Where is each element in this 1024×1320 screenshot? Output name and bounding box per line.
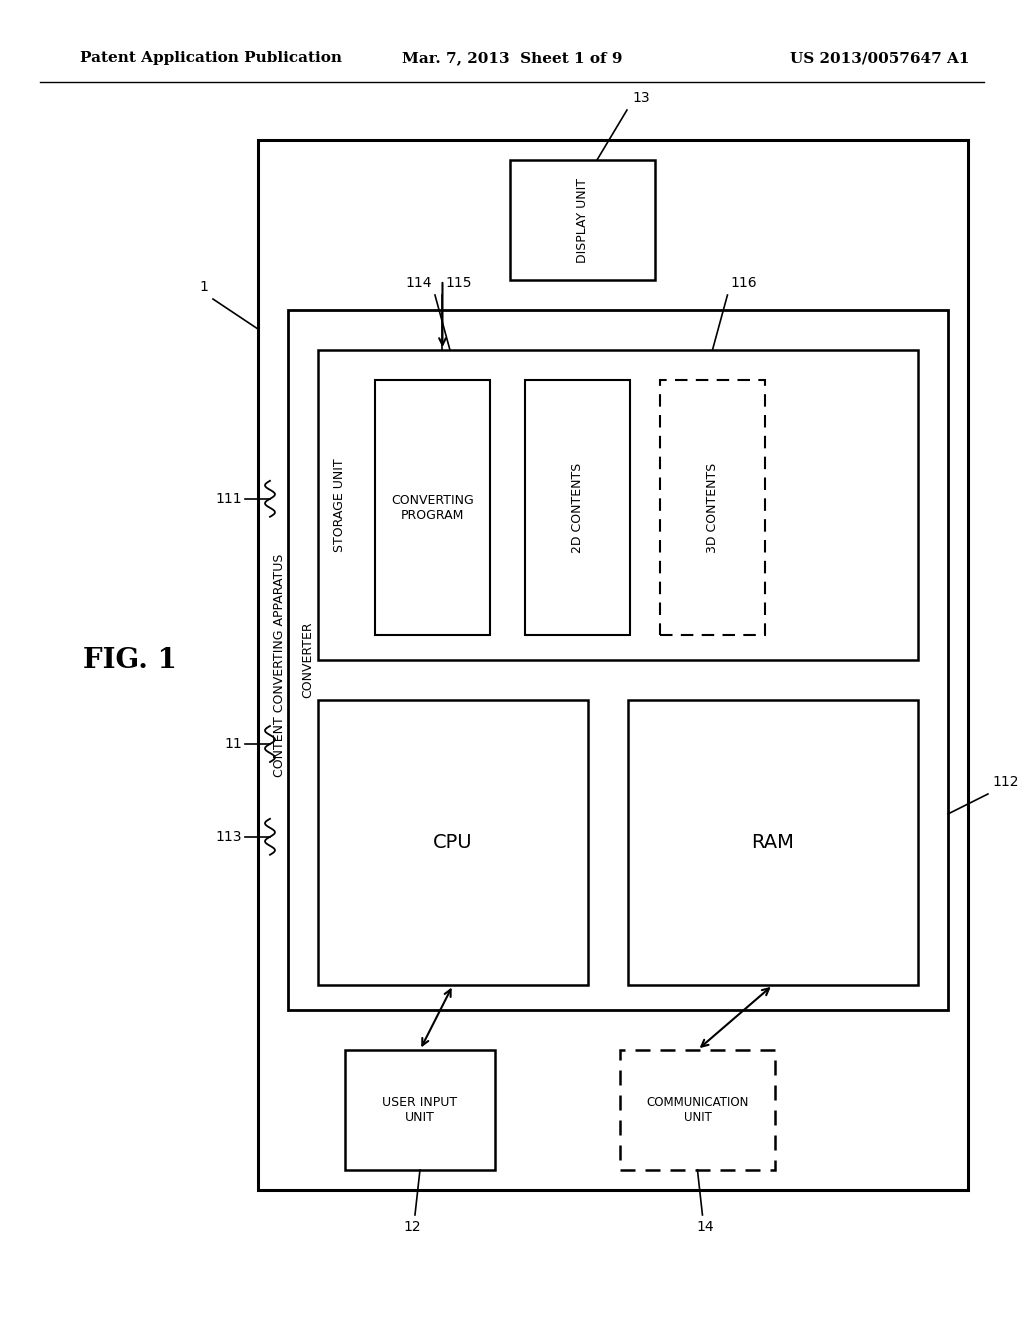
Text: 12: 12 — [403, 1220, 421, 1234]
Bar — [345, 1049, 495, 1170]
Text: 113: 113 — [215, 830, 242, 843]
Bar — [620, 1049, 775, 1170]
Text: US 2013/0057647 A1: US 2013/0057647 A1 — [791, 51, 970, 65]
Text: DISPLAY UNIT: DISPLAY UNIT — [575, 177, 589, 263]
Text: 11: 11 — [224, 737, 242, 751]
Bar — [510, 160, 655, 280]
Bar — [318, 350, 918, 660]
Bar — [659, 380, 765, 635]
Text: COMMUNICATION
UNIT: COMMUNICATION UNIT — [646, 1096, 749, 1123]
Text: STORAGE UNIT: STORAGE UNIT — [334, 458, 346, 552]
Text: 13: 13 — [632, 91, 649, 106]
Bar — [318, 700, 588, 985]
Text: 111: 111 — [215, 492, 242, 506]
Bar — [288, 310, 948, 1010]
Text: 2D CONTENTS: 2D CONTENTS — [571, 462, 584, 553]
Bar — [258, 140, 968, 1189]
Text: 14: 14 — [696, 1220, 715, 1234]
Text: CONTENT CONVERTING APPARATUS: CONTENT CONVERTING APPARATUS — [273, 553, 287, 776]
Text: 114: 114 — [406, 276, 432, 290]
Text: 1: 1 — [199, 280, 208, 294]
Bar — [525, 380, 630, 635]
Text: CPU: CPU — [433, 833, 473, 851]
Text: USER INPUT
UNIT: USER INPUT UNIT — [382, 1096, 458, 1123]
Text: 3D CONTENTS: 3D CONTENTS — [706, 462, 719, 553]
Text: CONVERTING
PROGRAM: CONVERTING PROGRAM — [391, 494, 474, 521]
Bar — [628, 700, 918, 985]
Text: Patent Application Publication: Patent Application Publication — [80, 51, 342, 65]
Text: 115: 115 — [445, 276, 472, 290]
Text: Mar. 7, 2013  Sheet 1 of 9: Mar. 7, 2013 Sheet 1 of 9 — [401, 51, 623, 65]
Text: 116: 116 — [730, 276, 757, 290]
Text: CONVERTER: CONVERTER — [301, 622, 314, 698]
Text: 112: 112 — [993, 775, 1020, 789]
Text: RAM: RAM — [752, 833, 795, 851]
Bar — [375, 380, 489, 635]
Text: FIG. 1: FIG. 1 — [83, 647, 177, 673]
